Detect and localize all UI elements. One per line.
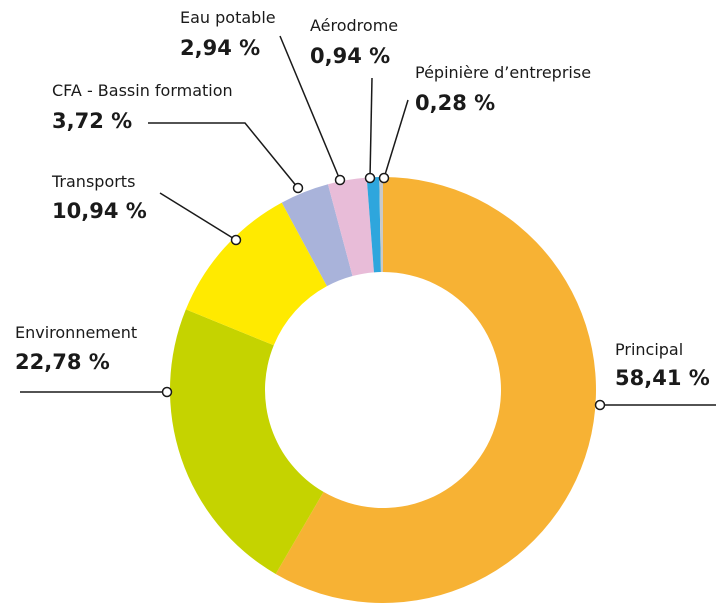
leader-dot — [292, 182, 304, 194]
slice-name: Transports — [51, 172, 135, 191]
leader-line — [383, 99, 409, 179]
slice-name: CFA - Bassin formation — [52, 81, 233, 100]
leader-dot — [364, 172, 376, 184]
slice-value: 10,94 % — [52, 199, 147, 223]
leader-dot — [334, 174, 346, 186]
slice-name: Environnement — [15, 323, 137, 342]
leader-line — [148, 122, 299, 189]
donut-slice — [185, 202, 327, 346]
slice-value: 3,72 % — [52, 109, 132, 133]
slice-value: 0,28 % — [415, 91, 495, 115]
slice-name: Principal — [615, 340, 683, 359]
slice-name: Pépinière d’entreprise — [415, 63, 591, 82]
leader-dot — [161, 386, 173, 398]
leader-dot — [230, 234, 242, 246]
leader-dot — [594, 399, 606, 411]
leader-dot — [378, 172, 390, 184]
donut-slice — [379, 177, 383, 273]
slice-name: Eau potable — [180, 8, 276, 27]
donut-slice — [281, 184, 353, 287]
donut-slice — [366, 177, 381, 273]
leader-line — [159, 192, 237, 241]
slice-name: Aérodrome — [310, 16, 398, 35]
leader-line — [369, 77, 373, 179]
slice-value: 22,78 % — [15, 350, 110, 374]
slice-value: 2,94 % — [180, 36, 260, 60]
leader-line — [279, 35, 341, 181]
donut-slice — [327, 177, 374, 277]
slice-value: 0,94 % — [310, 44, 390, 68]
donut-slice — [170, 309, 324, 574]
donut-slice — [275, 177, 596, 603]
slice-value: 58,41 % — [615, 366, 710, 390]
